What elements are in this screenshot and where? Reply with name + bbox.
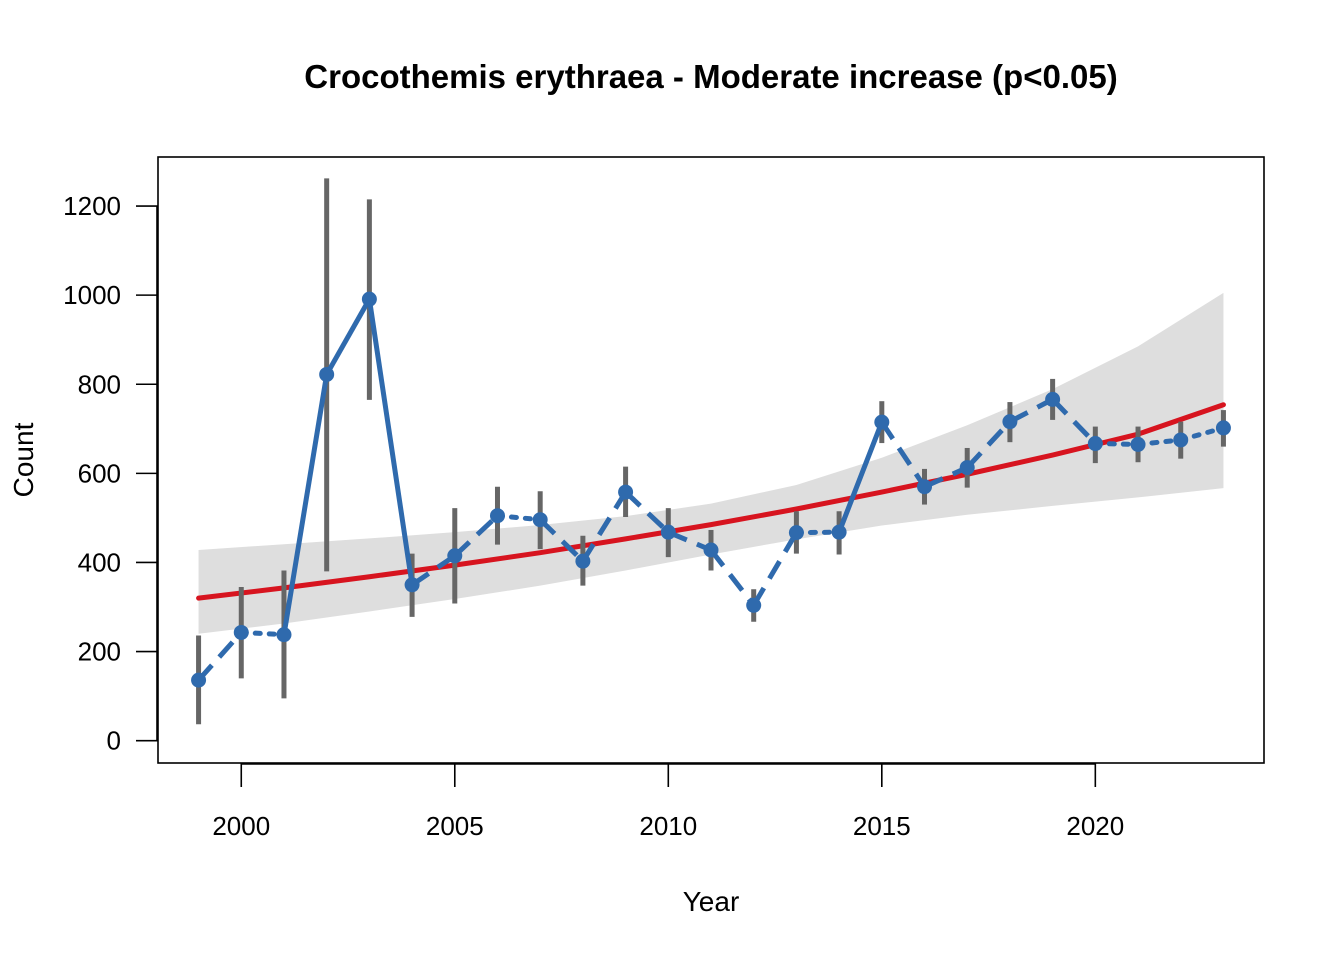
confidence-band-layer xyxy=(198,292,1224,634)
data-point xyxy=(319,366,335,382)
data-point xyxy=(489,508,505,524)
data-point xyxy=(575,553,591,569)
observed-line-segment xyxy=(366,298,415,586)
observed-line-segment xyxy=(538,517,585,563)
y-axis: 0 200 400 600 800 1000 1200 xyxy=(63,191,158,756)
observed-line-segment xyxy=(667,529,712,553)
observed-line-segment xyxy=(281,374,330,636)
data-point xyxy=(532,512,548,528)
y-tick-label: 800 xyxy=(78,369,121,399)
y-tick-label: 1000 xyxy=(63,280,121,310)
observed-line-segment xyxy=(623,490,671,535)
trend-line xyxy=(196,402,1226,601)
chart-title: Crocothemis erythraea - Moderate increas… xyxy=(304,58,1118,95)
data-point xyxy=(1087,436,1103,452)
x-axis-label: Year xyxy=(683,886,740,917)
data-point xyxy=(1002,414,1018,430)
observed-line-segment xyxy=(1050,397,1098,446)
data-point xyxy=(1173,432,1189,448)
y-tick-label: 1200 xyxy=(63,191,121,221)
data-point xyxy=(1215,420,1231,436)
data-point xyxy=(1045,391,1061,407)
data-point xyxy=(447,548,463,564)
observed-line-layer xyxy=(196,297,1226,682)
data-point xyxy=(874,414,890,430)
x-tick-label: 2015 xyxy=(853,811,911,841)
observed-line-segment xyxy=(709,548,756,607)
observed-line-segment xyxy=(923,465,969,490)
data-point xyxy=(788,525,804,541)
observed-line-segment xyxy=(1008,397,1054,424)
trend-line-layer xyxy=(196,402,1226,601)
y-axis-label: Count xyxy=(8,422,39,497)
data-point xyxy=(361,291,377,307)
data-point xyxy=(618,484,634,500)
y-tick-label: 200 xyxy=(78,637,121,667)
data-point-layer xyxy=(191,291,1231,688)
data-point xyxy=(233,624,249,640)
data-point xyxy=(959,460,975,476)
observed-line-segment xyxy=(453,513,500,558)
y-tick-label: 0 xyxy=(107,726,121,756)
data-point xyxy=(703,542,719,558)
observed-line-segment xyxy=(324,297,372,376)
y-tick-label: 600 xyxy=(78,458,121,488)
observed-line-segment xyxy=(965,419,1012,470)
data-point xyxy=(660,524,676,540)
y-tick-label: 400 xyxy=(78,547,121,577)
data-point xyxy=(191,672,207,688)
observed-line-segment xyxy=(751,531,799,607)
data-point xyxy=(831,524,847,540)
observed-line-segment xyxy=(410,553,457,587)
observed-line-segment xyxy=(196,630,244,682)
confidence-band xyxy=(198,292,1224,634)
x-tick-label: 2010 xyxy=(639,811,697,841)
plot-frame xyxy=(157,156,1265,764)
observed-line-segment xyxy=(836,421,885,534)
x-axis: 2000 2005 2010 2015 2020 xyxy=(212,763,1124,841)
observed-line-segment xyxy=(879,420,927,489)
data-point xyxy=(746,597,762,613)
x-tick-label: 2005 xyxy=(426,811,484,841)
data-point xyxy=(404,577,420,593)
data-point xyxy=(1130,436,1146,452)
x-tick-label: 2000 xyxy=(212,811,270,841)
data-point xyxy=(917,479,933,495)
data-point xyxy=(276,627,292,643)
observed-line-segment xyxy=(580,490,628,563)
x-tick-label: 2020 xyxy=(1066,811,1124,841)
